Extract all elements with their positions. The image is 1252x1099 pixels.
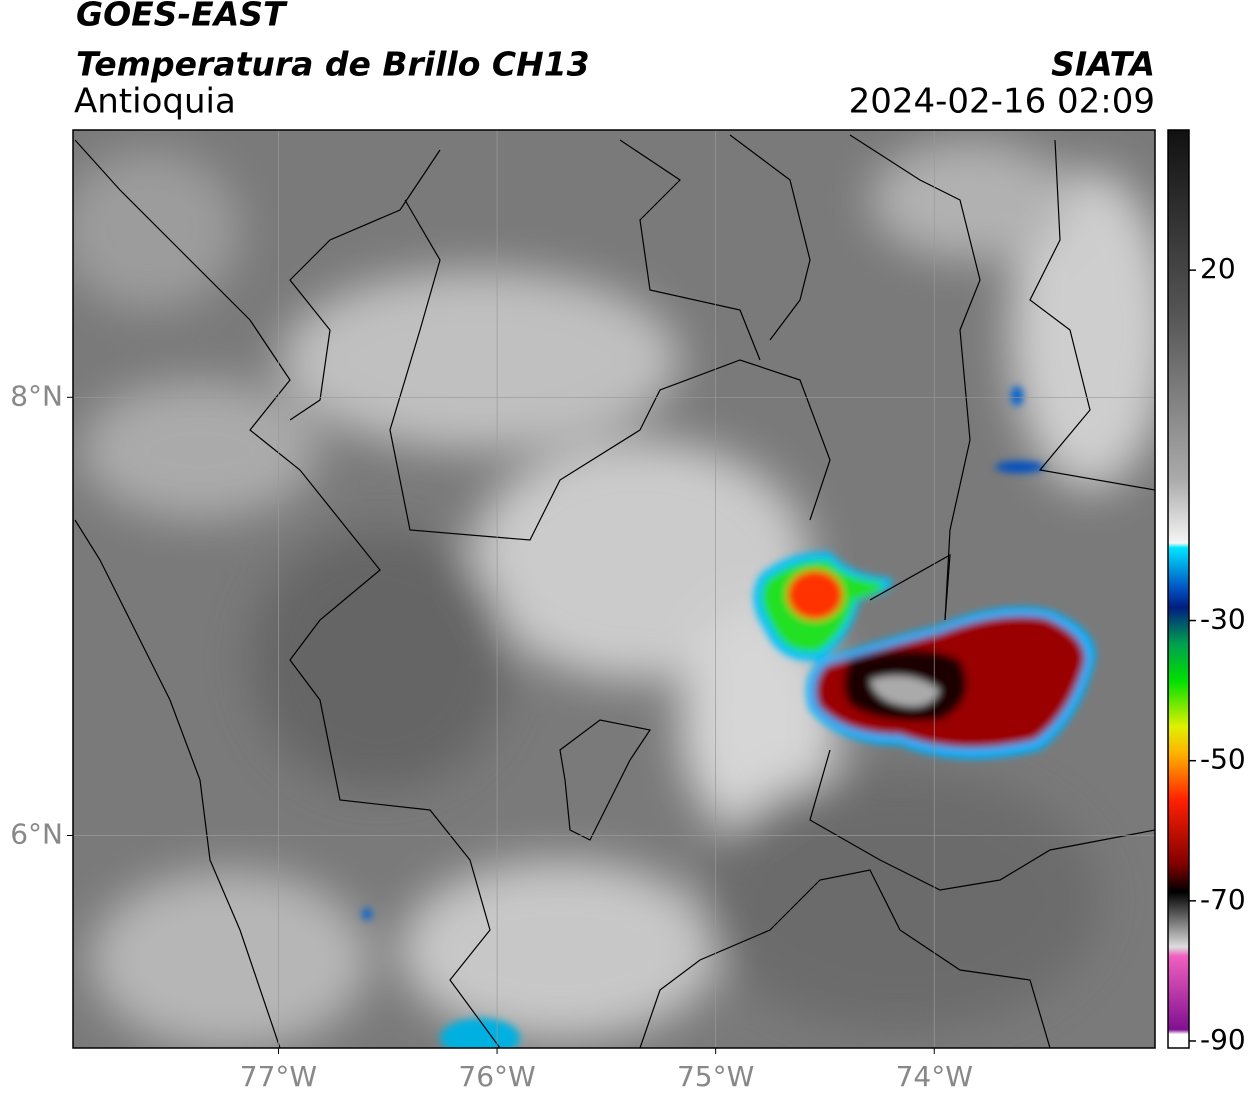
region: Antioquia — [74, 82, 236, 122]
y-tick-label: 6°N — [10, 817, 63, 850]
colorbar-tick-label: -70 — [1200, 883, 1246, 916]
subtitle: Temperatura de Brillo CH13 — [76, 45, 590, 84]
title: GOES-EAST — [76, 0, 288, 34]
grid — [73, 130, 1155, 1048]
x-tick-label: 74°W — [896, 1060, 973, 1093]
source: SIATA — [1051, 45, 1155, 84]
datetime: 2024-02-16 02:09 — [849, 82, 1155, 122]
map-frame — [72, 129, 1156, 1049]
x-tick-label: 76°W — [458, 1060, 535, 1093]
colorbar-tick-label: 20 — [1200, 252, 1236, 285]
colorbar-tick-label: -50 — [1200, 743, 1246, 776]
borders — [74, 134, 1155, 1048]
x-tick-label: 75°W — [677, 1060, 754, 1093]
map-image — [73, 130, 1155, 1048]
colorbar — [1167, 129, 1190, 1049]
x-tick-label: 77°W — [240, 1060, 317, 1093]
y-tick-label: 8°N — [10, 379, 63, 412]
colorbar-tick-label: -90 — [1200, 1023, 1246, 1056]
colorbar-tick-label: -30 — [1200, 603, 1246, 636]
